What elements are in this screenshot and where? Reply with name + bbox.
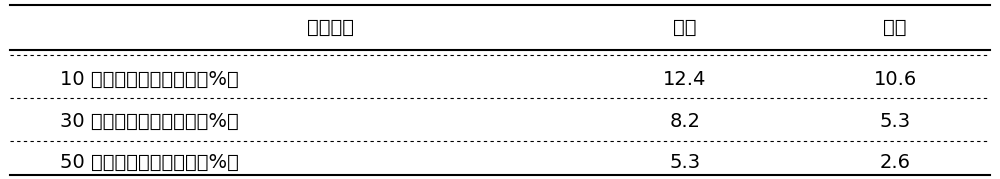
Text: 30 天油浓度（质量百分比%）: 30 天油浓度（质量百分比%） [60, 112, 239, 131]
Text: 测定指标: 测定指标 [306, 18, 354, 37]
Text: 10 天油浓度（质量百分比%）: 10 天油浓度（质量百分比%） [60, 70, 239, 89]
Text: 10.6: 10.6 [873, 70, 917, 89]
Text: 5.3: 5.3 [669, 153, 701, 172]
Text: 5.3: 5.3 [879, 112, 911, 131]
Text: 50 天油浓度（质量百分比%）: 50 天油浓度（质量百分比%） [60, 153, 239, 172]
Text: 2.6: 2.6 [880, 153, 910, 172]
Text: 12.4: 12.4 [663, 70, 707, 89]
Text: 8.2: 8.2 [670, 112, 700, 131]
Text: 菌剂: 菌剂 [883, 18, 907, 37]
Text: 对照: 对照 [673, 18, 697, 37]
